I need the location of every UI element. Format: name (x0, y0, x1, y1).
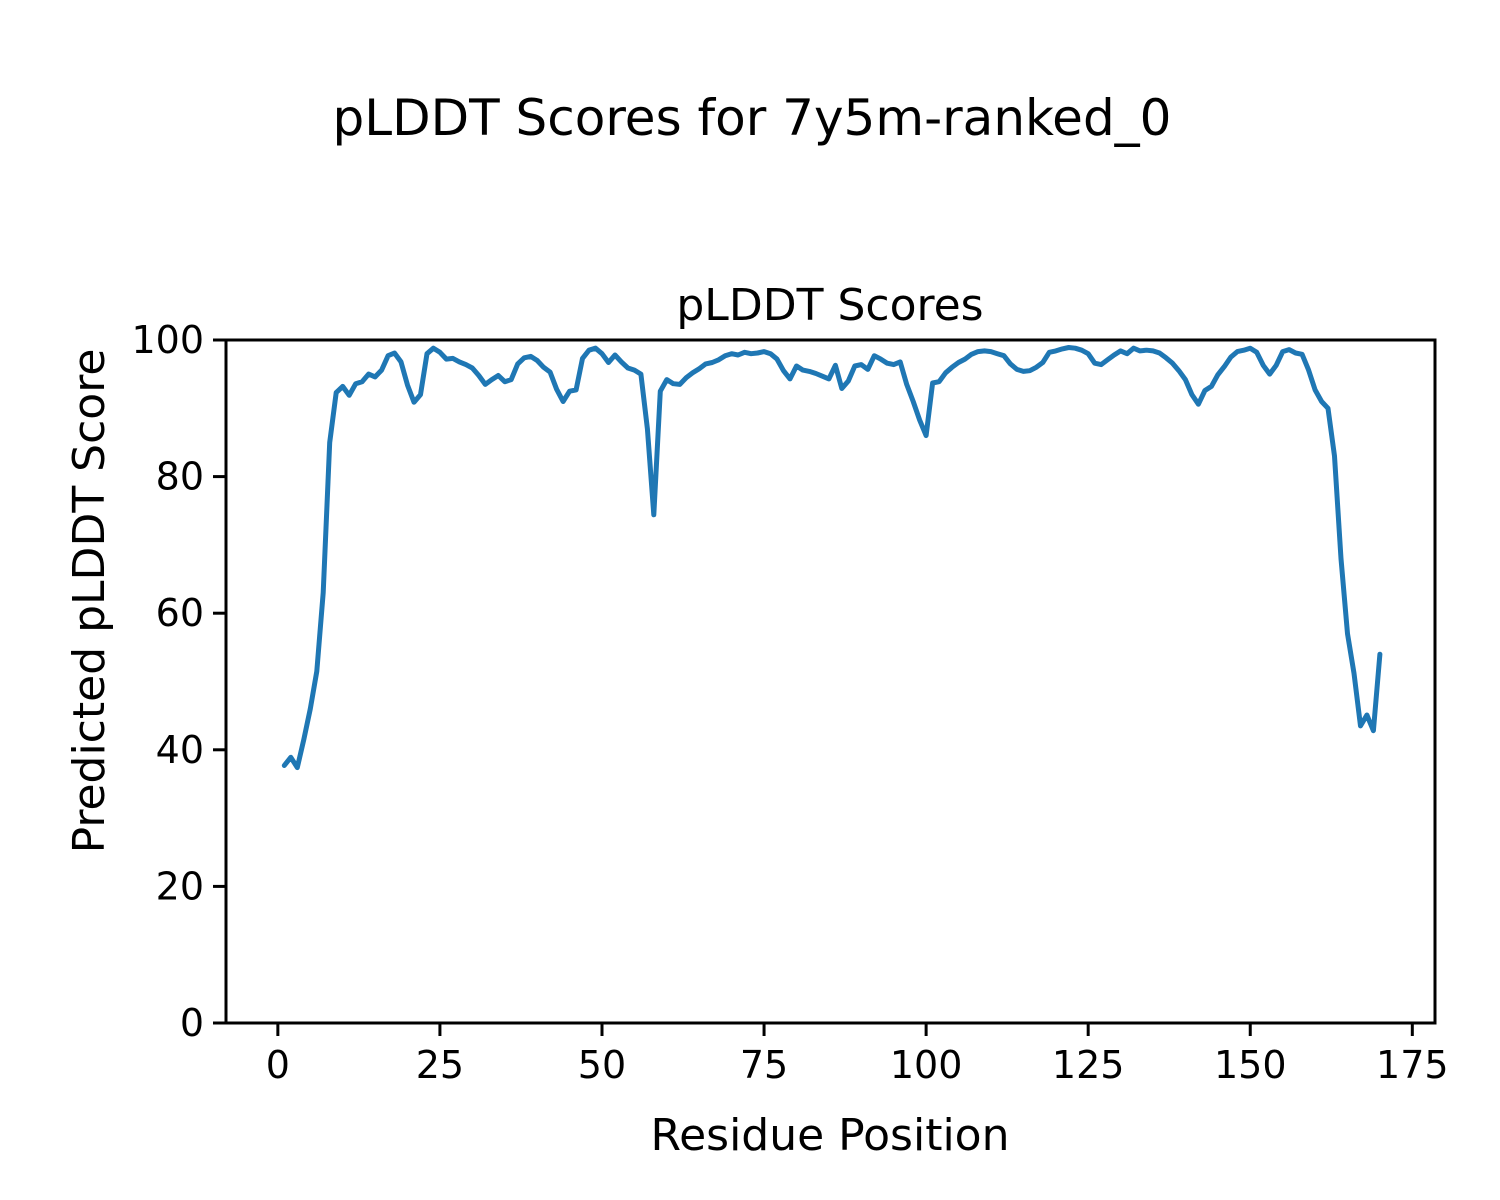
y-axis-tick-label: 20 (156, 864, 204, 908)
x-axis-tick-label: 0 (266, 1043, 290, 1087)
plot-area: 0 25 50 75 100 125 150 175 0 20 40 60 80 100 (131, 318, 1448, 1087)
y-axis-tick-label: 60 (156, 591, 204, 635)
x-axis-tick-label: 125 (1052, 1043, 1125, 1087)
axes-title: pLDDT Scores (676, 280, 983, 331)
figure-suptitle: pLDDT Scores for 7y5m-ranked_0 (333, 89, 1172, 147)
x-axis-tick-label: 100 (890, 1043, 963, 1087)
y-axis-tick-label: 0 (180, 1001, 204, 1045)
x-axis-label: Residue Position (650, 1110, 1009, 1161)
y-axis-tick-label: 100 (131, 318, 204, 362)
x-axis-tick-label: 25 (416, 1043, 464, 1087)
x-axis-tick-label: 75 (740, 1043, 788, 1087)
x-axis-tick-label: 175 (1376, 1043, 1449, 1087)
y-axis-label: Predicted pLDDT Score (64, 349, 115, 854)
x-axis-tick-label: 50 (578, 1043, 626, 1087)
axes-frame (224, 338, 1437, 1025)
x-axis-tick-label: 150 (1214, 1043, 1287, 1087)
y-axis-tick-label: 40 (156, 728, 204, 772)
plddt-series-line (281, 345, 1383, 771)
y-axis-tick-label: 80 (156, 455, 204, 499)
